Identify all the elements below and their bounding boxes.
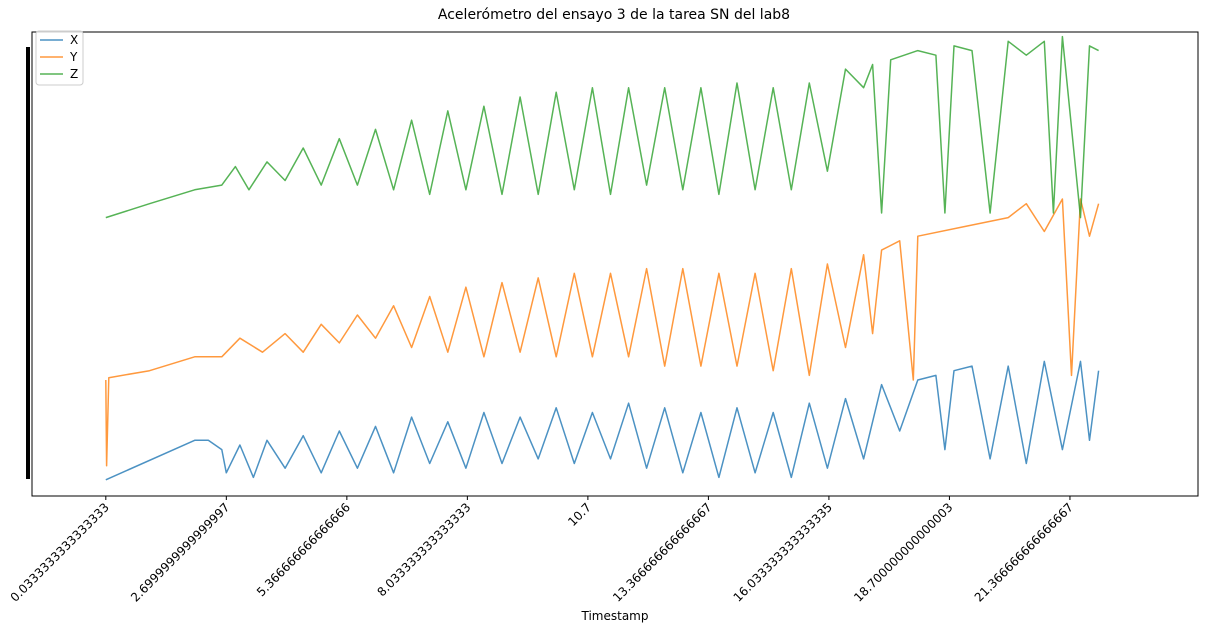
x-tick-label: 21.366666666666667: [972, 500, 1076, 604]
x-tick-label: 16.033333333333335: [731, 500, 835, 604]
series-line-y: [105, 198, 1100, 467]
x-tick-label: 5.366666666666666: [254, 500, 353, 599]
left-axis-bar: [26, 47, 30, 479]
legend-label-z: Z: [70, 67, 78, 81]
chart-title: Acelerómetro del ensayo 3 de la tarea SN…: [438, 7, 790, 23]
x-tick-label: 2.6999999999999997: [128, 500, 232, 604]
series-line-z: [105, 35, 1099, 219]
x-tick-label: 8.033333333333333: [375, 500, 474, 599]
x-tick-label: 0.0333333333333333: [8, 500, 112, 604]
plot-area-frame: [31, 31, 1199, 497]
x-axis-title: Timestamp: [581, 609, 649, 623]
x-axis-ticks: 0.0333333333333333 2.6999999999999997 5.36…: [8, 496, 1076, 605]
series-line-x: [105, 360, 1100, 481]
x-tick-label: 18.700000000000003: [851, 500, 955, 604]
legend-label-x: X: [70, 33, 78, 47]
legend-label-y: Y: [69, 50, 78, 64]
x-tick-label: 13.366666666666667: [610, 500, 714, 604]
legend: XYZ: [35, 30, 84, 86]
legend-box: [35, 30, 84, 86]
series-group: [105, 35, 1100, 481]
x-tick-label: 10.7: [565, 500, 594, 529]
